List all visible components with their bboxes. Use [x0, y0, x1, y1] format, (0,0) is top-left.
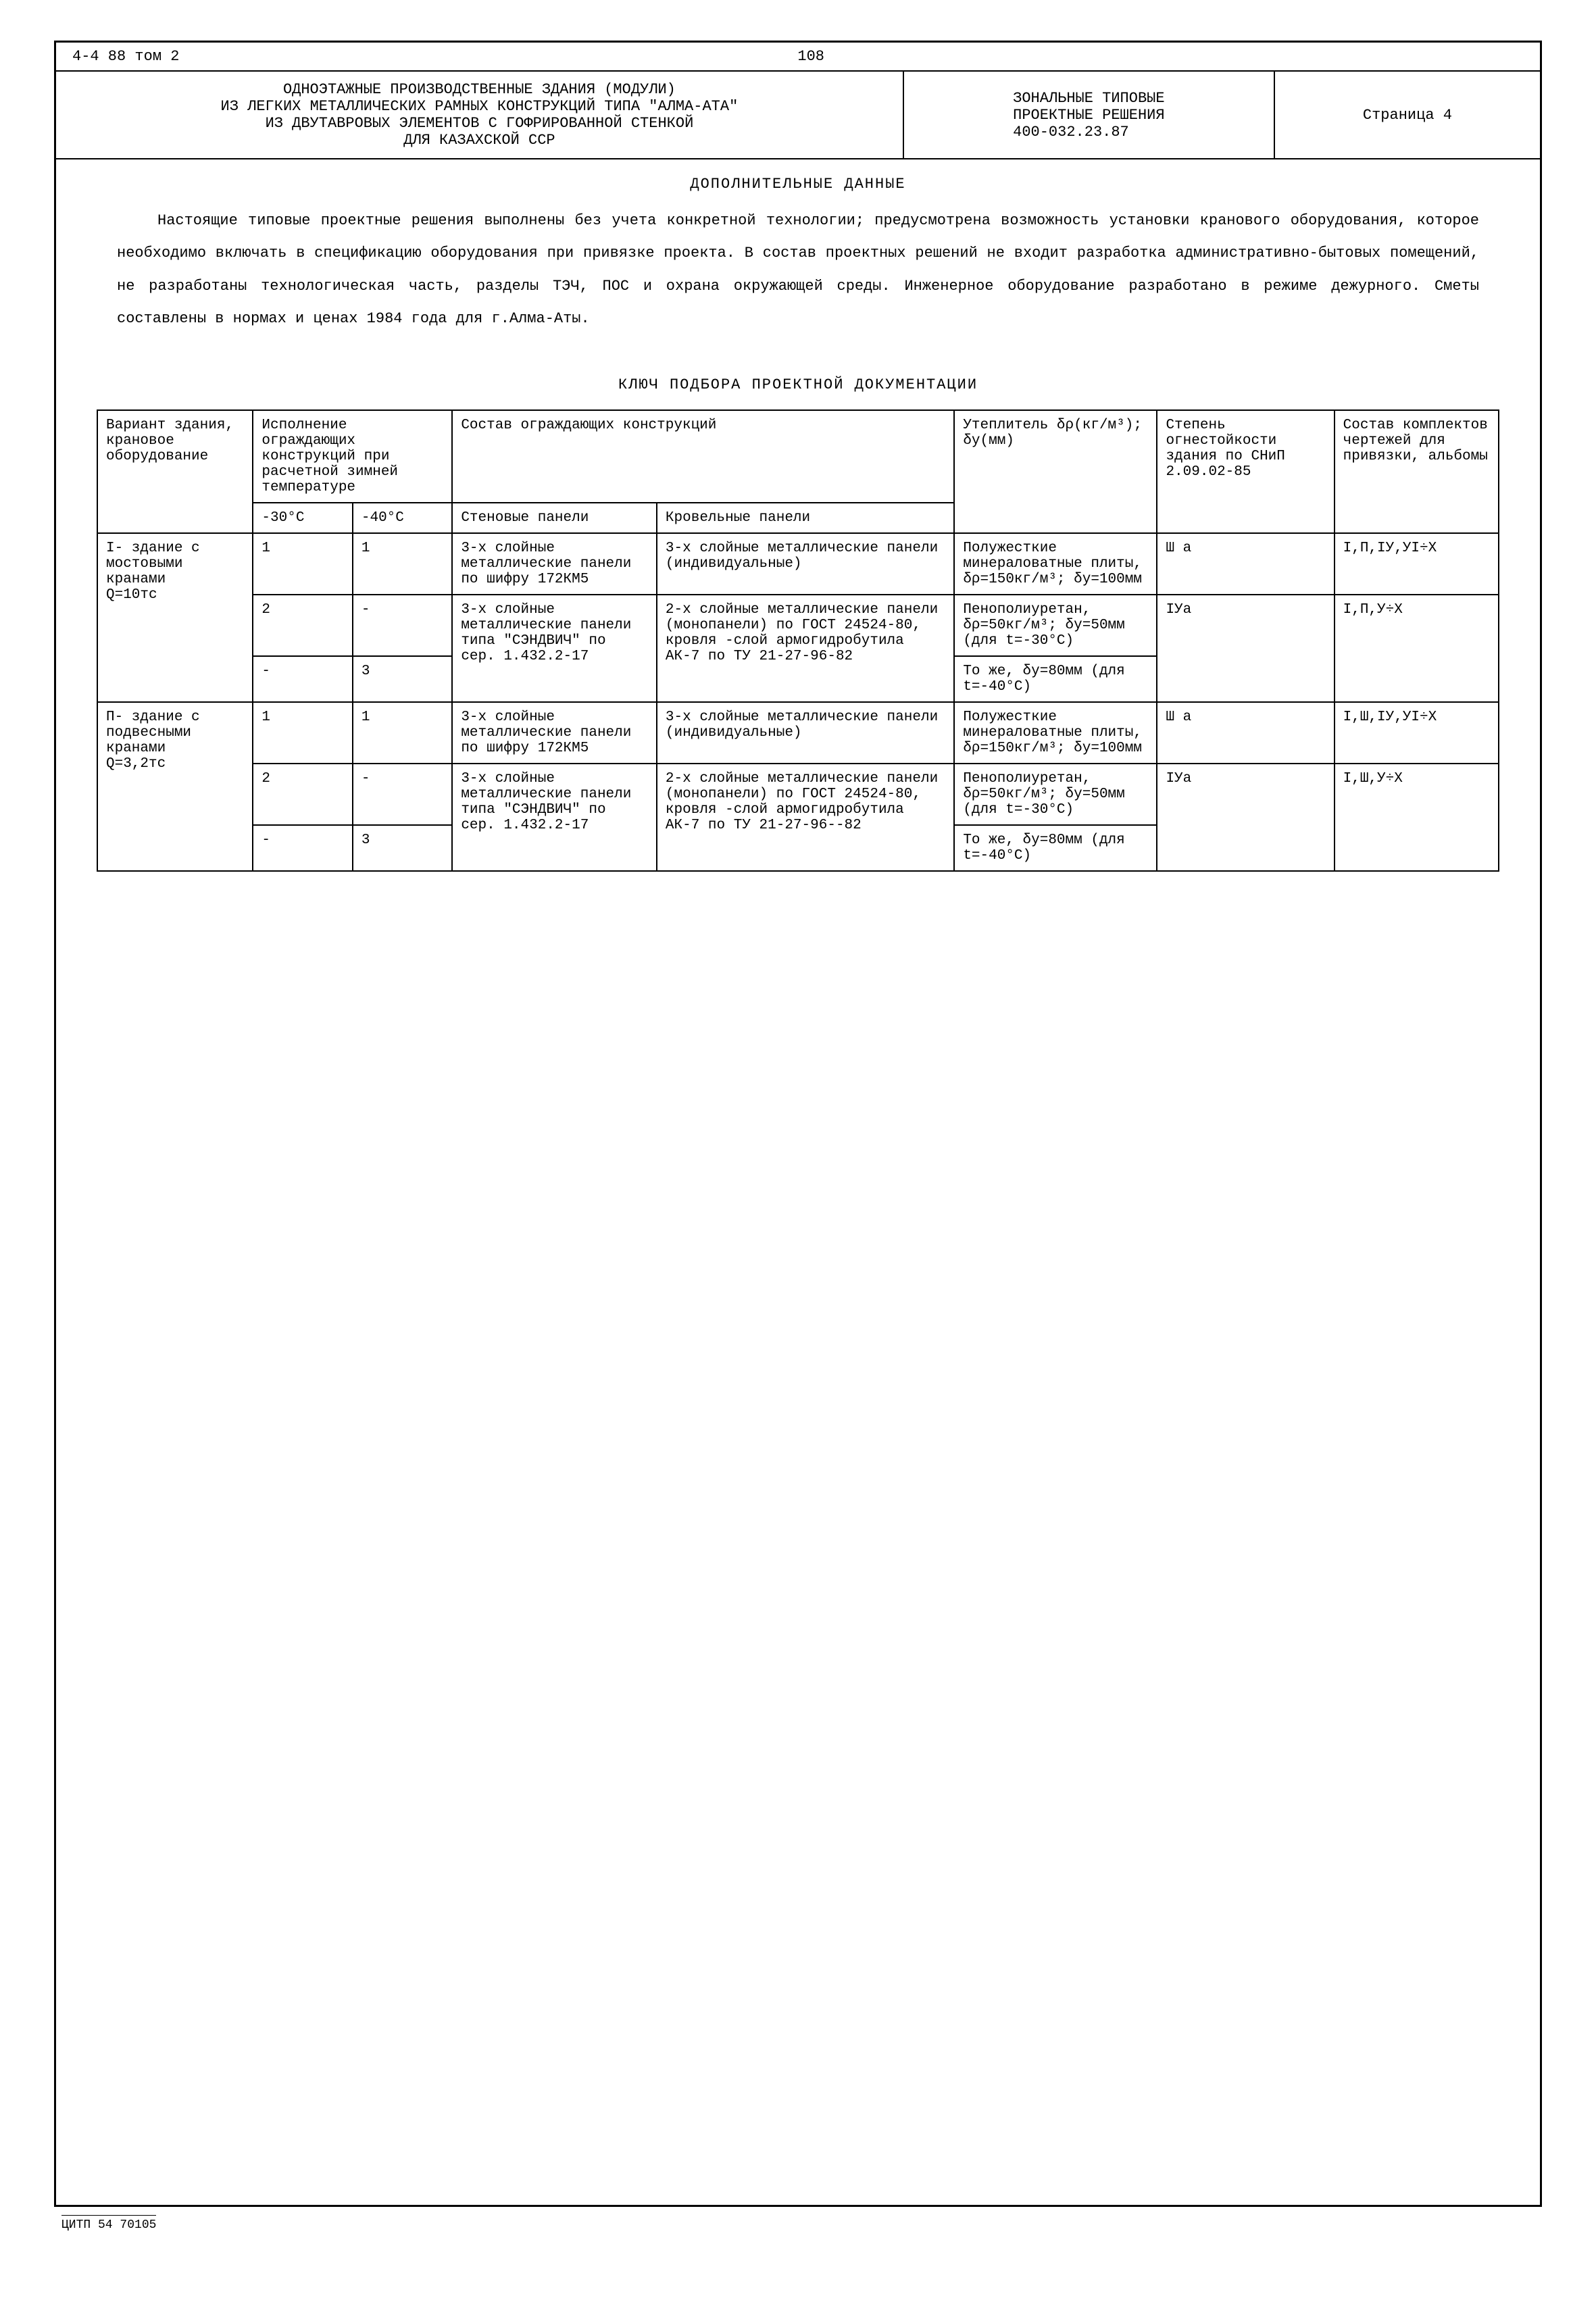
top-line: 4-4 88 том 2 108	[56, 43, 1540, 70]
th-variant: Вариант здания, крановое оборудование	[97, 410, 253, 533]
cell-albums: I,Ш,IУ,УI÷Х	[1335, 702, 1499, 764]
cell-fire: IУа	[1157, 764, 1334, 871]
cell-t30: -	[253, 825, 352, 871]
cell-roof: 2-х слойные металлические панели (монопа…	[657, 595, 954, 702]
cell-t40: 3	[353, 656, 452, 702]
cell-roof: 2-х слойные металлические панели (монопа…	[657, 764, 954, 871]
cell-fire: IУа	[1157, 595, 1334, 702]
cell-variant: I- здание с мостовыми кранами Q=10тс	[97, 533, 253, 702]
cell-insul: Пенополиуретан, δρ=50кг/м³; δу=50мм (для…	[954, 595, 1157, 656]
cell-albums: I,Ш,У÷Х	[1335, 764, 1499, 871]
table-row: 2-3-х слойные металлические панели типа …	[97, 595, 1499, 656]
body-paragraph: Настоящие типовые проектные решения выпо…	[56, 198, 1540, 356]
doc-code: 4-4 88 том 2	[72, 48, 179, 65]
header-series: ЗОНАЛЬНЫЕ ТИПОВЫЕ ПРОЕКТНЫЕ РЕШЕНИЯ 400-…	[904, 72, 1275, 158]
cell-t40: 1	[353, 533, 452, 595]
cell-insul: Полужесткие минераловатные плиты, δρ=150…	[954, 533, 1157, 595]
footer-code: ЦИТП 54 70105	[61, 2215, 156, 2232]
cell-t40: 3	[353, 825, 452, 871]
th-roof: Кровельные панели	[657, 503, 954, 533]
th-insulation: Утеплитель δρ(кг/м³); δу(мм)	[954, 410, 1157, 533]
section-title-additional: ДОПОЛНИТЕЛЬНЫЕ ДАННЫЕ	[56, 159, 1540, 198]
cell-wall: 3-х слойные металлические панели типа "С…	[452, 595, 657, 702]
cell-insul: Полужесткие минераловатные плиты, δρ=150…	[954, 702, 1157, 764]
cell-roof: 3-х слойные металлические панели (индиви…	[657, 702, 954, 764]
cell-fire: Ш а	[1157, 533, 1334, 595]
cell-t30: 1	[253, 702, 352, 764]
table-row: 2-3-х слойные металлические панели типа …	[97, 764, 1499, 825]
cell-t40: 1	[353, 702, 452, 764]
cell-wall: 3-х слойные металлические панели по шифр…	[452, 533, 657, 595]
table-row: I- здание с мостовыми кранами Q=10тс113-…	[97, 533, 1499, 595]
th-minus30: -30°C	[253, 503, 352, 533]
cell-roof: 3-х слойные металлические панели (индиви…	[657, 533, 954, 595]
th-composition: Состав ограждающих конструкций	[452, 410, 954, 503]
cell-t30: 1	[253, 533, 352, 595]
th-albums: Состав комплектов чертежей для привязки,…	[1335, 410, 1499, 533]
cell-wall: 3-х слойные металлические панели по шифр…	[452, 702, 657, 764]
cell-albums: I,П,IУ,УI÷Х	[1335, 533, 1499, 595]
table-row: П- здание с подвесными кранами Q=3,2тс11…	[97, 702, 1499, 764]
cell-variant: П- здание с подвесными кранами Q=3,2тс	[97, 702, 253, 871]
cell-wall: 3-х слойные металлические панели типа "С…	[452, 764, 657, 871]
section-title-key: КЛЮЧ ПОДБОРА ПРОЕКТНОЙ ДОКУМЕНТАЦИИ	[56, 356, 1540, 409]
header-page-label: Страница 4	[1275, 72, 1540, 158]
cell-albums: I,П,У÷Х	[1335, 595, 1499, 702]
header-title: ОДНОЭТАЖНЫЕ ПРОИЗВОДСТВЕННЫЕ ЗДАНИЯ (МОД…	[56, 72, 904, 158]
cell-insul: Пенополиуретан, δρ=50кг/м³; δу=50мм (для…	[954, 764, 1157, 825]
cell-insul: То же, δу=80мм (для t=-40°C)	[954, 825, 1157, 871]
page-frame: 4-4 88 том 2 108 ОДНОЭТАЖНЫЕ ПРОИЗВОДСТВ…	[54, 41, 1542, 2207]
th-wall: Стеновые панели	[452, 503, 657, 533]
header-block: ОДНОЭТАЖНЫЕ ПРОИЗВОДСТВЕННЫЕ ЗДАНИЯ (МОД…	[56, 70, 1540, 159]
cell-t30: 2	[253, 764, 352, 825]
th-fire: Степень огнестойкости здания по СНиП 2.0…	[1157, 410, 1334, 533]
th-execution: Исполнение ограждающих конструкций при р…	[253, 410, 452, 503]
key-table: Вариант здания, крановое оборудование Ис…	[97, 409, 1499, 872]
cell-t30: -	[253, 656, 352, 702]
th-minus40: -40°C	[353, 503, 452, 533]
cell-fire: Ш а	[1157, 702, 1334, 764]
cell-t30: 2	[253, 595, 352, 656]
page-number-top: 108	[797, 48, 824, 65]
cell-insul: То же, δу=80мм (для t=-40°C)	[954, 656, 1157, 702]
cell-t40: -	[353, 595, 452, 656]
cell-t40: -	[353, 764, 452, 825]
